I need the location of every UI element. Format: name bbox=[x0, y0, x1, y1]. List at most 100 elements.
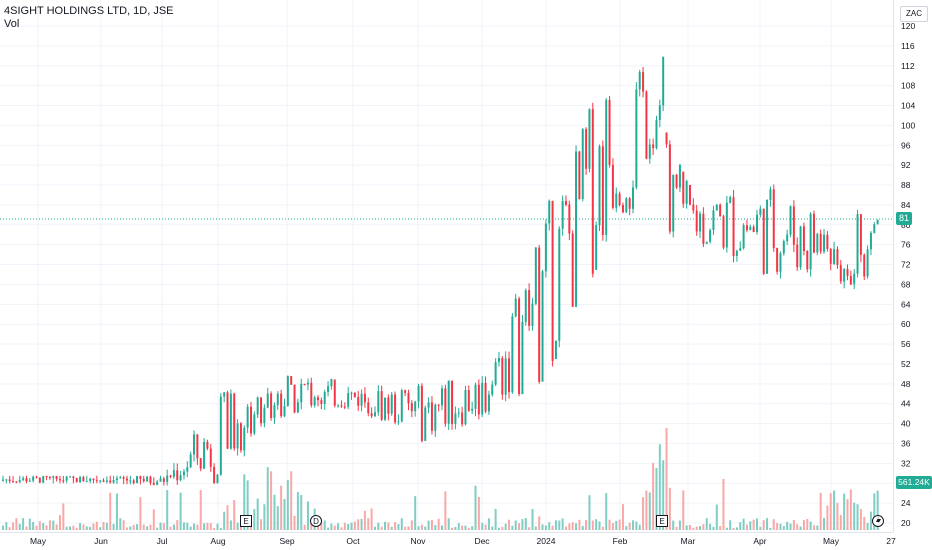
volume-bar bbox=[22, 518, 25, 530]
volume-bar bbox=[568, 523, 571, 530]
candle-body bbox=[451, 380, 454, 424]
candle-body bbox=[508, 358, 511, 393]
candle-body bbox=[779, 253, 782, 272]
time-tick-label: 2024 bbox=[537, 536, 556, 546]
candle-body bbox=[169, 475, 172, 477]
candle-body bbox=[551, 200, 554, 362]
candle-body bbox=[139, 476, 142, 479]
candle-body bbox=[219, 396, 222, 475]
volume-bar bbox=[172, 524, 175, 530]
volume-bar bbox=[491, 526, 494, 530]
volume-bar bbox=[729, 520, 732, 530]
candle-body bbox=[353, 392, 356, 397]
volume-bar bbox=[296, 492, 299, 530]
candle-body bbox=[853, 273, 856, 285]
volume-bar bbox=[410, 520, 413, 530]
volume-bar bbox=[323, 520, 326, 530]
volume-bar bbox=[236, 522, 239, 530]
candle-body bbox=[846, 269, 849, 276]
volume-bar bbox=[427, 520, 430, 530]
candle-body bbox=[521, 321, 524, 395]
earnings-marker bbox=[240, 515, 252, 527]
volume-bar bbox=[310, 520, 313, 530]
candle-body bbox=[461, 412, 464, 425]
candle-body bbox=[42, 476, 45, 483]
earnings-marker bbox=[656, 515, 668, 527]
volume-bar bbox=[85, 526, 88, 530]
volume-bar bbox=[263, 504, 266, 530]
candle-body bbox=[92, 478, 95, 481]
candle-body bbox=[598, 146, 601, 226]
candle-body bbox=[407, 392, 410, 404]
candle-body bbox=[528, 290, 531, 326]
candle-body bbox=[709, 230, 712, 242]
candle-body bbox=[213, 466, 216, 484]
volume-bar bbox=[839, 514, 842, 530]
volume-bar bbox=[125, 527, 128, 530]
volume-bar bbox=[575, 523, 578, 530]
time-tick-label: Nov bbox=[410, 536, 426, 546]
candle-body bbox=[766, 199, 769, 274]
time-tick-label: Apr bbox=[753, 536, 766, 546]
volume-bar bbox=[115, 493, 118, 530]
volume-bar bbox=[79, 523, 82, 530]
currency-button[interactable]: ZAC bbox=[900, 6, 928, 22]
candle-body bbox=[48, 476, 51, 478]
volume-bar bbox=[571, 522, 574, 530]
volume-bar bbox=[849, 489, 852, 530]
volume-bar bbox=[18, 523, 21, 530]
candle-body bbox=[209, 448, 212, 467]
volume-bar bbox=[306, 501, 309, 530]
candle-body bbox=[665, 132, 668, 145]
candle-body bbox=[420, 385, 423, 441]
volume-bar bbox=[762, 520, 765, 530]
volume-bar bbox=[196, 524, 199, 530]
volume-bar bbox=[219, 527, 222, 530]
price-tick-label: 64 bbox=[901, 299, 911, 309]
candle-body bbox=[494, 362, 497, 385]
candle-body bbox=[812, 213, 815, 253]
candle-body bbox=[350, 392, 353, 394]
volume-bar bbox=[497, 527, 500, 530]
volume-bar bbox=[75, 527, 78, 530]
volume-bar bbox=[89, 526, 92, 530]
volume-bar bbox=[819, 492, 822, 530]
candle-body bbox=[548, 200, 551, 224]
volume-bar bbox=[229, 520, 232, 530]
volume-bar bbox=[461, 525, 464, 530]
volume-bar bbox=[477, 497, 480, 530]
volume-bar bbox=[675, 526, 678, 530]
candle-body bbox=[605, 100, 608, 235]
candle-body bbox=[447, 380, 450, 424]
candle-body bbox=[836, 249, 839, 265]
candle-body bbox=[273, 405, 276, 418]
candle-body bbox=[578, 151, 581, 200]
volume-bar bbox=[45, 525, 48, 530]
candle-body bbox=[712, 210, 715, 231]
volume-bar bbox=[615, 520, 618, 530]
volume-bar bbox=[417, 526, 420, 530]
candle-body bbox=[327, 386, 330, 392]
time-tick-label: Oct bbox=[346, 536, 360, 546]
volume-bar bbox=[397, 523, 400, 530]
candle-body bbox=[849, 275, 852, 285]
candle-body bbox=[410, 403, 413, 412]
volume-bar bbox=[353, 521, 356, 530]
event-marker-label: D bbox=[313, 517, 319, 526]
candle-body bbox=[859, 214, 862, 255]
volume-bar bbox=[206, 522, 209, 530]
candle-body bbox=[585, 129, 588, 169]
candle-body bbox=[52, 476, 55, 478]
volume-bar bbox=[156, 527, 159, 530]
candle-body bbox=[638, 72, 641, 90]
volume-bar bbox=[782, 526, 785, 530]
candle-body bbox=[5, 479, 8, 481]
candle-body bbox=[323, 391, 326, 404]
volume-bar bbox=[48, 520, 51, 530]
price-tick-label: 32 bbox=[901, 458, 911, 468]
volume-bar bbox=[481, 522, 484, 530]
grid bbox=[0, 0, 893, 532]
volume-bar bbox=[538, 516, 541, 530]
volume-bar bbox=[501, 526, 504, 530]
